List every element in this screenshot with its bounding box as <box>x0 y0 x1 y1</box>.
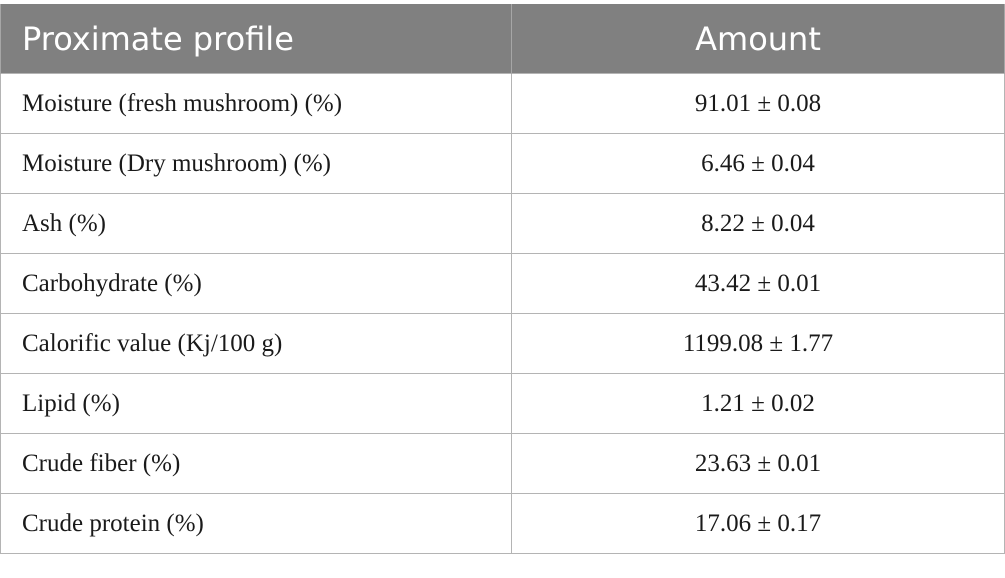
table-row: Lipid (%) 1.21 ± 0.02 <box>0 373 1005 434</box>
proximate-composition-table: Proximate profile Amount Moisture (fresh… <box>0 4 1005 554</box>
row-value: 23.63 ± 0.01 <box>511 433 1005 494</box>
row-label: Carbohydrate (%) <box>0 253 512 314</box>
row-label: Moisture (Dry mushroom) (%) <box>0 133 512 194</box>
table-row: Carbohydrate (%) 43.42 ± 0.01 <box>0 253 1005 314</box>
proximate-table-container: Proximate profile Amount Moisture (fresh… <box>0 4 1005 554</box>
table-header-row: Proximate profile Amount <box>0 4 1005 74</box>
row-label: Moisture (fresh mushroom) (%) <box>0 73 512 134</box>
row-label: Calorific value (Kj/100 g) <box>0 313 512 374</box>
row-value: 6.46 ± 0.04 <box>511 133 1005 194</box>
table-row: Moisture (Dry mushroom) (%) 6.46 ± 0.04 <box>0 133 1005 194</box>
header-proximate-profile: Proximate profile <box>0 4 512 74</box>
table-row: Crude fiber (%) 23.63 ± 0.01 <box>0 433 1005 494</box>
table-row: Moisture (fresh mushroom) (%) 91.01 ± 0.… <box>0 73 1005 134</box>
table-row: Crude protein (%) 17.06 ± 0.17 <box>0 493 1005 554</box>
row-value: 8.22 ± 0.04 <box>511 193 1005 254</box>
row-label: Crude protein (%) <box>0 493 512 554</box>
table-row: Ash (%) 8.22 ± 0.04 <box>0 193 1005 254</box>
row-value: 91.01 ± 0.08 <box>511 73 1005 134</box>
header-amount: Amount <box>511 4 1005 74</box>
row-value: 1199.08 ± 1.77 <box>511 313 1005 374</box>
row-value: 1.21 ± 0.02 <box>511 373 1005 434</box>
row-value: 17.06 ± 0.17 <box>511 493 1005 554</box>
row-value: 43.42 ± 0.01 <box>511 253 1005 314</box>
table-row: Calorific value (Kj/100 g) 1199.08 ± 1.7… <box>0 313 1005 374</box>
row-label: Lipid (%) <box>0 373 512 434</box>
row-label: Ash (%) <box>0 193 512 254</box>
row-label: Crude fiber (%) <box>0 433 512 494</box>
